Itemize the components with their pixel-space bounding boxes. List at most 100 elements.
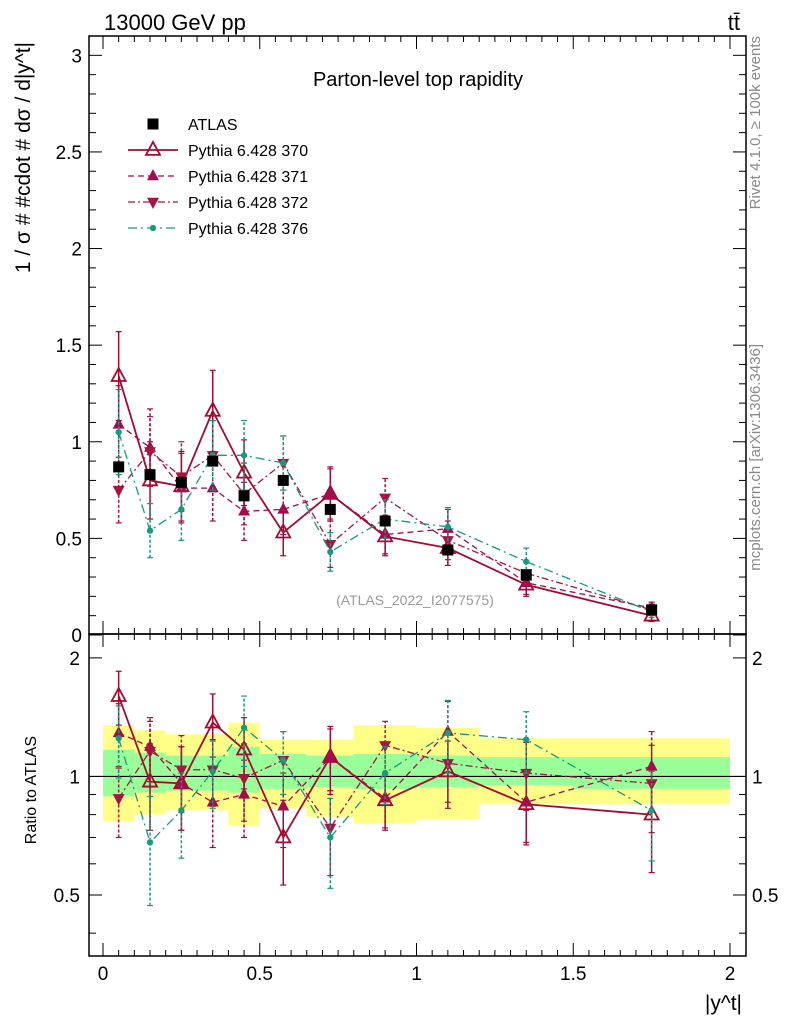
ratio-point-p371 xyxy=(238,787,251,799)
ratio-point-p376 xyxy=(209,768,216,775)
ratio-series-p376 xyxy=(115,695,655,907)
data-point-p372 xyxy=(144,447,156,459)
data-point-p376 xyxy=(240,452,248,459)
legend-label-p371: Pythia 6.428 371 xyxy=(188,169,308,186)
ratio-panel: 0.5 0.5 1 1 2 2 0 0.5 1 1.5 2 xyxy=(54,633,778,985)
ratio-y-tick-label: 2 xyxy=(69,649,80,670)
data-point-p372 xyxy=(112,485,125,498)
ratio-point-p370 xyxy=(321,747,339,763)
ratio-point-p372 xyxy=(175,765,188,777)
ratio-y-tick-label-right: 0.5 xyxy=(752,886,778,907)
legend-marker-p371 xyxy=(147,169,159,181)
ratio-point-p376 xyxy=(178,807,185,814)
data-point-p376 xyxy=(523,558,530,565)
legend-label-p370: Pythia 6.428 370 xyxy=(188,143,308,160)
legend-marker-p370 xyxy=(144,140,162,156)
ratio-point-p376 xyxy=(523,736,530,743)
data-point-atlas xyxy=(207,455,219,467)
data-point-atlas xyxy=(520,569,532,581)
ratio-point-p371 xyxy=(520,795,533,807)
ratio-y-tick-label-right: 2 xyxy=(752,649,763,670)
legend-marker-p372 xyxy=(147,197,159,209)
data-point-p376 xyxy=(280,459,287,467)
legend-label-p376: Pythia 6.428 376 xyxy=(188,221,308,238)
ratio-point-p372 xyxy=(324,823,337,835)
ratio-point-p376 xyxy=(240,724,248,731)
header-collision-label: 13000 GeV pp xyxy=(104,10,246,35)
series-atlas xyxy=(113,455,658,616)
ratio-point-p376 xyxy=(444,729,451,737)
data-point-p376 xyxy=(178,506,185,513)
main-y-tick-label: 3 xyxy=(71,46,82,67)
ratio-point-p372 xyxy=(144,746,156,759)
data-point-p370 xyxy=(274,522,292,539)
header-process-label: tt̄ xyxy=(728,10,740,35)
series-p370 xyxy=(110,331,661,623)
x-tick-label: 1 xyxy=(411,964,422,985)
data-point-atlas xyxy=(175,476,187,488)
data-point-p372 xyxy=(441,536,454,548)
main-y-tick-label: 0 xyxy=(71,626,82,647)
ratio-point-p371 xyxy=(277,799,290,811)
ratio-y-tick-label: 0.5 xyxy=(54,886,80,907)
main-y-axis-label: 1 / σ # #cdot # dσ / d|y^t| xyxy=(12,42,35,273)
data-point-atlas xyxy=(442,544,454,556)
x-tick-label: 2 xyxy=(725,964,736,985)
data-point-atlas xyxy=(144,469,156,481)
data-point-p376 xyxy=(444,523,451,530)
main-y-tick-label: 2 xyxy=(71,240,82,261)
main-y-tick-label: 1.5 xyxy=(56,336,82,357)
data-point-atlas xyxy=(113,461,125,473)
ratio-point-p376 xyxy=(648,807,655,814)
legend-marker-atlas xyxy=(147,118,159,130)
data-point-p376 xyxy=(115,428,122,436)
ratio-frame xyxy=(88,633,747,957)
x-axis-label: |y^t| xyxy=(705,992,742,1015)
ratio-point-p372 xyxy=(520,768,533,781)
data-point-p376 xyxy=(146,527,154,534)
series-line-p371 xyxy=(118,423,652,609)
data-point-p371 xyxy=(277,502,290,514)
plot-title: Parton-level top rapidity xyxy=(313,69,523,91)
ratio-y-tick-label: 1 xyxy=(69,767,80,788)
ratio-point-p372 xyxy=(112,794,125,806)
ratio-point-p376 xyxy=(280,757,287,764)
x-tick-label: 0.5 xyxy=(247,964,273,985)
data-point-atlas xyxy=(379,515,391,527)
data-point-p370 xyxy=(110,366,128,382)
x-tick-label: 0 xyxy=(98,964,109,985)
main-panel: 0 0.5 1 1.5 2 2.5 3 xyxy=(56,35,747,647)
ratio-point-p376 xyxy=(327,834,334,841)
ratio-point-p372 xyxy=(441,759,454,771)
analysis-watermark: (ATLAS_2022_I2077575) xyxy=(336,592,494,608)
ratio-point-p376 xyxy=(382,769,389,777)
data-point-p370 xyxy=(204,400,222,417)
data-point-atlas xyxy=(277,474,289,486)
x-tick-label: 1.5 xyxy=(560,964,586,985)
data-point-p376 xyxy=(327,548,334,556)
data-point-p371 xyxy=(324,486,337,499)
ratio-y-tick-label-right: 1 xyxy=(752,767,763,788)
mcplots-url-label: mcplots.cern.ch [arXiv:1306.3436] xyxy=(747,344,764,571)
data-point-atlas xyxy=(646,604,658,616)
data-point-p371 xyxy=(238,504,251,516)
ratio-point-p370 xyxy=(204,712,222,729)
ratio-point-p370 xyxy=(110,686,128,702)
ratio-point-p376 xyxy=(146,839,154,846)
ratio-y-axis-label: Ratio to ATLAS xyxy=(23,736,40,844)
legend: ATLAS Pythia 6.428 370 Pythia 6.428 371 Pyt… xyxy=(128,117,308,238)
legend-label-p372: Pythia 6.428 372 xyxy=(188,195,308,212)
rivet-version-label: Rivet 4.1.0, ≥ 100k events xyxy=(747,36,764,209)
main-y-tick-label: 0.5 xyxy=(56,529,82,550)
ratio-point-p371 xyxy=(324,750,337,762)
data-point-atlas xyxy=(324,503,336,515)
data-point-atlas xyxy=(238,490,250,502)
legend-marker-p376 xyxy=(149,224,157,232)
main-y-tick-label: 1 xyxy=(71,433,82,454)
main-y-tick-label: 2.5 xyxy=(56,143,82,164)
ratio-point-p376 xyxy=(115,735,122,742)
series-line-p376 xyxy=(118,431,652,613)
legend-label-atlas: ATLAS xyxy=(188,117,238,134)
ratio-point-p372 xyxy=(238,773,251,786)
